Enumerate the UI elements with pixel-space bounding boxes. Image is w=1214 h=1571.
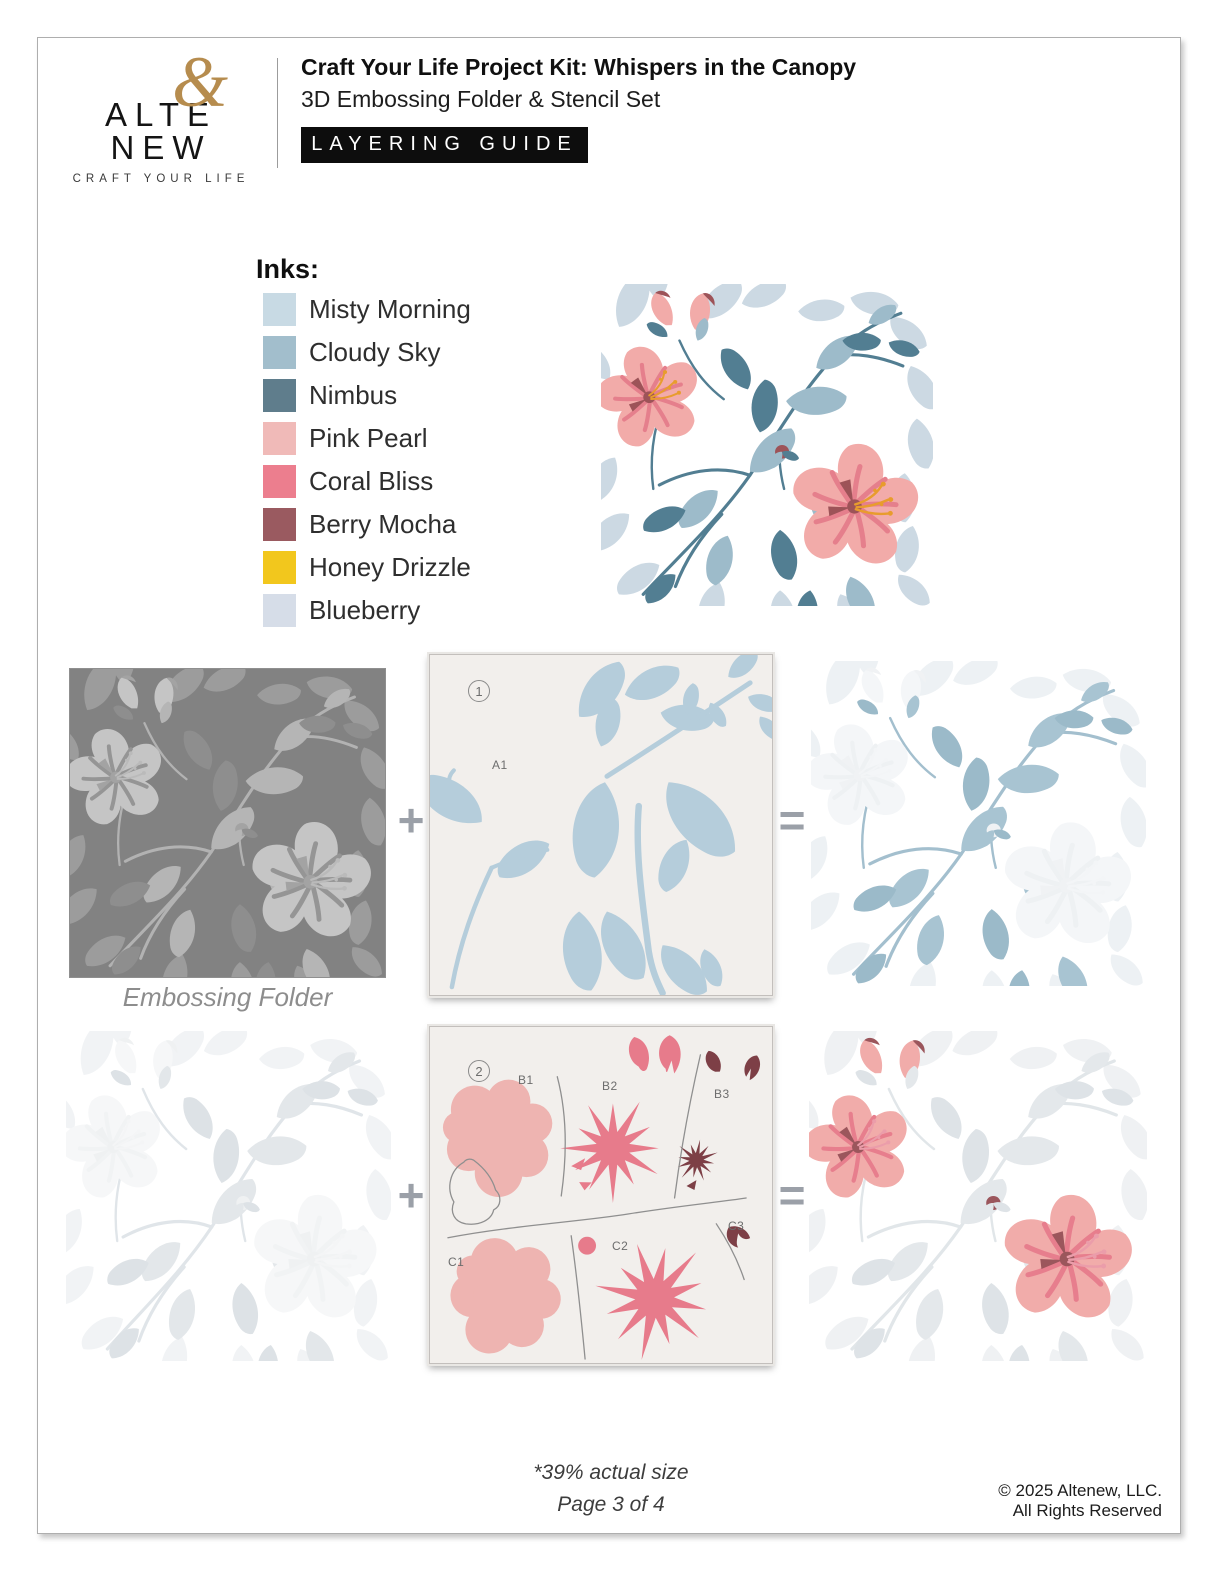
stencil-1-area-label: A1 [492, 758, 508, 772]
brand-wordmark: ALT & ENEW [104, 42, 229, 166]
stencil-2-area-label: B1 [518, 1073, 534, 1087]
ink-name: Coral Bliss [309, 466, 434, 496]
title-block: Craft Your Life Project Kit: Whispers in… [301, 53, 856, 163]
brand-tagline: CRAFT YOUR LIFE [72, 173, 250, 185]
ink-swatch [263, 551, 296, 584]
equals-operator: = [778, 794, 806, 846]
stencil-2-area-label: B3 [714, 1087, 730, 1101]
ink-swatch [263, 465, 296, 498]
step-2-result-image [809, 1031, 1147, 1361]
ink-name: Misty Morning [309, 294, 471, 324]
finished-artwork-preview [601, 284, 933, 606]
inks-heading: Inks: [256, 254, 320, 284]
ink-swatch [263, 508, 296, 541]
previous-step-faded-image [66, 1031, 391, 1361]
ink-item: Nimbus [263, 379, 471, 412]
stencil-2-area-label: B2 [602, 1079, 618, 1093]
ink-name: Honey Drizzle [309, 552, 471, 582]
plus-operator: + [397, 794, 425, 846]
embossing-folder-caption: Embossing Folder [122, 982, 333, 1012]
ink-swatch [263, 379, 296, 412]
stencil-2-number: 2 [468, 1060, 490, 1082]
embossing-folder-image [69, 668, 386, 978]
stencil-2-image: 2 B1 B2 B3 C1 C2 C3 [429, 1026, 773, 1364]
equals-operator: = [778, 1169, 806, 1221]
scale-note: *39% actual size [533, 1461, 689, 1484]
ink-name: Pink Pearl [309, 423, 428, 453]
ink-item: Misty Morning [263, 293, 471, 326]
step-1-result-image [811, 661, 1146, 986]
ink-item: Blueberry [263, 594, 471, 627]
plus-operator: + [397, 1169, 425, 1221]
stencil-2-area-label: C1 [448, 1255, 465, 1269]
header-divider [277, 58, 278, 168]
ink-swatch [263, 293, 296, 326]
ink-swatch [263, 422, 296, 455]
ink-item: Pink Pearl [263, 422, 471, 455]
ink-name: Nimbus [309, 380, 398, 410]
page-subtitle: 3D Embossing Folder & Stencil Set [301, 85, 661, 112]
stencil-1-number: 1 [468, 680, 490, 702]
stencil-1-image: 1 A1 [429, 654, 773, 996]
inks-list: Misty Morning Cloudy Sky Nimbus Pink Pea… [256, 293, 471, 627]
copyright-line2: All Rights Reserved [1012, 1501, 1162, 1520]
ink-name: Berry Mocha [309, 509, 457, 539]
page-number: Page 3 of 4 [557, 1493, 665, 1516]
stencil-2-area-label: C2 [612, 1239, 629, 1253]
layering-guide-badge: LAYERING GUIDE [301, 126, 588, 163]
ink-swatch [263, 336, 296, 369]
inks-legend: Inks: Misty Morning Cloudy Sky Nimbus Pi… [256, 254, 471, 637]
ink-item: Cloudy Sky [263, 336, 471, 369]
ink-item: Berry Mocha [263, 508, 471, 541]
ink-item: Coral Bliss [263, 465, 471, 498]
ink-name: Blueberry [309, 595, 421, 625]
ink-swatch [263, 594, 296, 627]
document-page: ALT & ENEW CRAFT YOUR LIFE Craft Your Life… [37, 37, 1181, 1534]
ampersand-flourish-icon: & [172, 42, 229, 122]
copyright-line1: © 2025 Altenew, LLC. [998, 1481, 1162, 1500]
copyright: © 2025 Altenew, LLC. All Rights Reserved [998, 1481, 1162, 1521]
page-title: Craft Your Life Project Kit: Whispers in… [301, 54, 857, 80]
stencil-2-area-label: C3 [728, 1219, 745, 1233]
ink-name: Cloudy Sky [309, 337, 441, 367]
altenew-logo: ALT & ENEW CRAFT YOUR LIFE [56, 42, 266, 185]
ink-item: Honey Drizzle [263, 551, 471, 584]
